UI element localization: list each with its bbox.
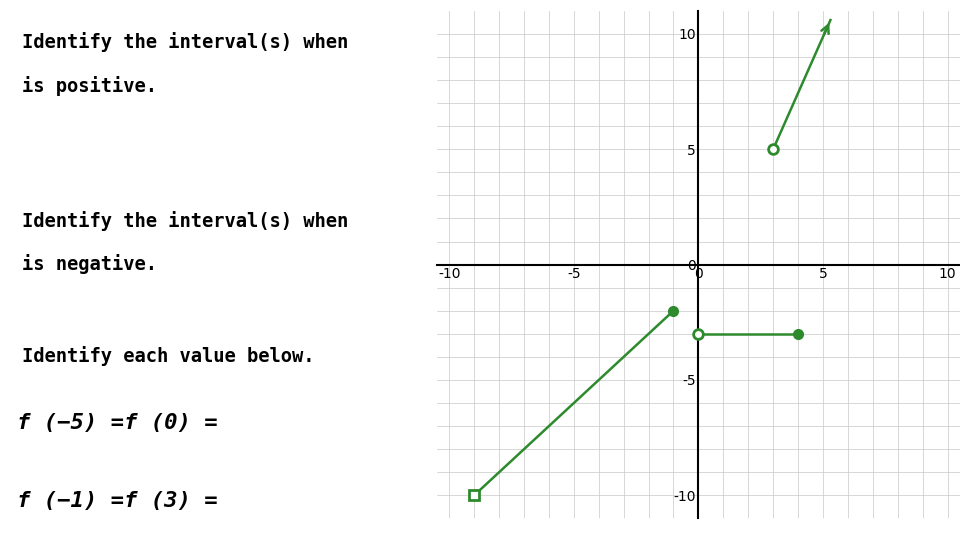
Text: f (x): f (x) <box>510 32 565 51</box>
Text: f (−1) =: f (−1) = <box>17 491 125 511</box>
Text: f (0) =: f (0) = <box>125 413 218 433</box>
Text: Identify each value below.: Identify each value below. <box>22 346 314 366</box>
Text: f (3) =: f (3) = <box>125 491 218 511</box>
Text: Identify the interval(s) when: Identify the interval(s) when <box>22 211 359 231</box>
Text: Identify the interval(s) when: Identify the interval(s) when <box>22 32 359 52</box>
Text: f (−5) =: f (−5) = <box>17 413 125 433</box>
Text: f (x): f (x) <box>510 211 565 229</box>
Text: is positive.: is positive. <box>22 76 156 96</box>
Text: is negative.: is negative. <box>22 254 156 274</box>
